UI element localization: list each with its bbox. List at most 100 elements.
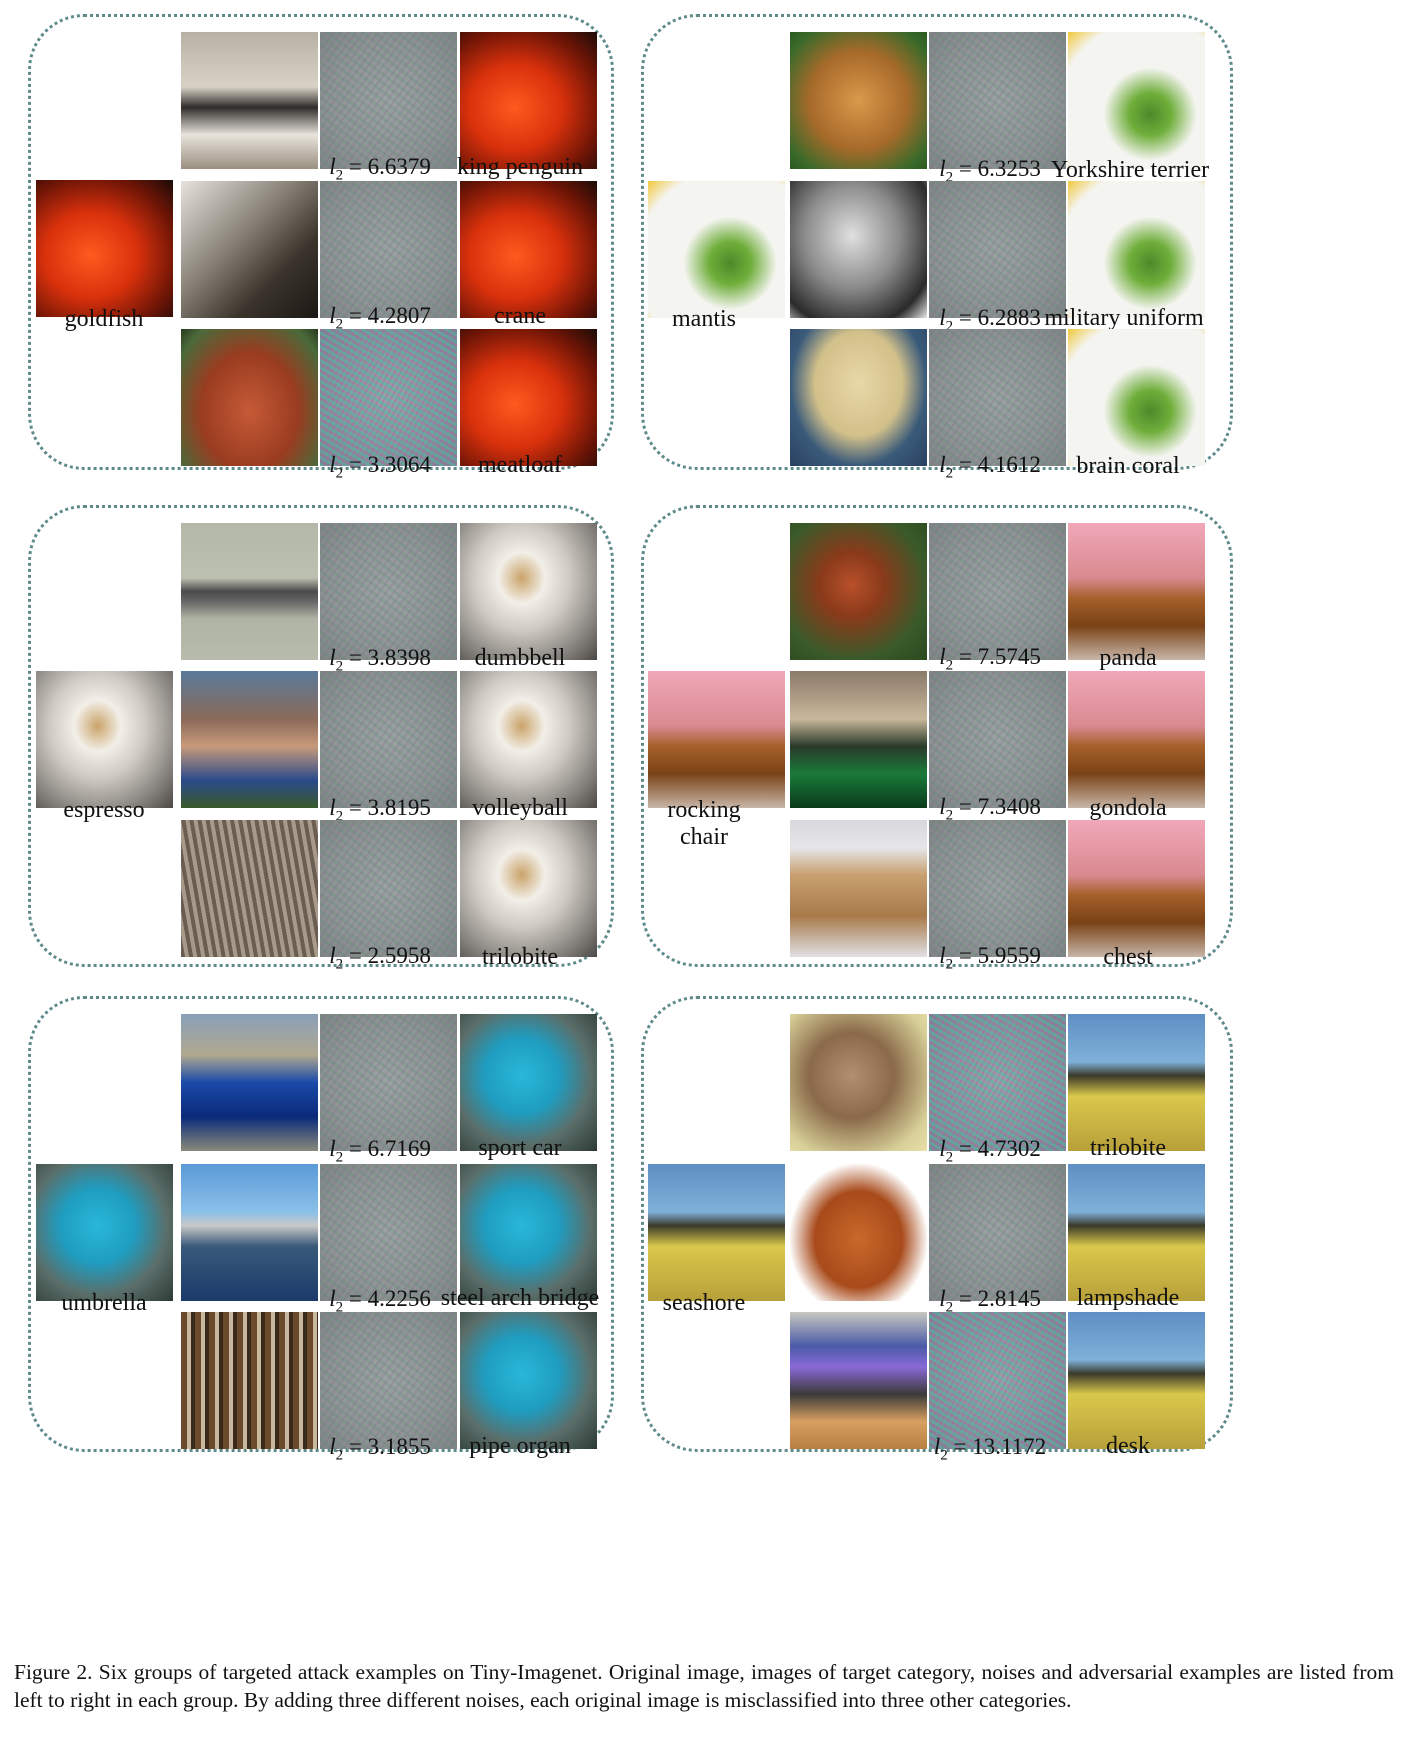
target-label: chest — [1038, 944, 1218, 970]
adversarial-image — [1068, 181, 1205, 318]
source-image-espresso — [36, 671, 173, 808]
source-image-goldfish — [36, 180, 173, 317]
noise-image — [320, 1312, 457, 1449]
noise-image — [320, 32, 457, 169]
target-category-image — [181, 1312, 318, 1449]
noise-image — [320, 671, 457, 808]
target-category-image — [790, 671, 927, 808]
target-category-image — [181, 671, 318, 808]
adversarial-image — [460, 329, 597, 466]
l2-value: 3.8195 — [368, 795, 431, 820]
target-category-image — [181, 32, 318, 169]
target-label: king penguin — [430, 154, 610, 180]
target-category-image — [790, 523, 927, 660]
target-label: gondola — [1038, 795, 1218, 821]
adversarial-image — [1068, 523, 1205, 660]
noise-image — [929, 671, 1066, 808]
noise-image — [929, 1164, 1066, 1301]
noise-image — [929, 329, 1066, 466]
target-label: military uniform — [1034, 305, 1214, 331]
target-label: panda — [1038, 645, 1218, 671]
target-category-image — [181, 181, 318, 318]
adversarial-image — [460, 181, 597, 318]
noise-image — [320, 1164, 457, 1301]
target-label: volleyball — [430, 795, 610, 821]
target-category-image — [790, 329, 927, 466]
noise-image — [320, 181, 457, 318]
adversarial-image — [460, 1164, 597, 1301]
l2-value: 7.3408 — [978, 794, 1041, 819]
source-image-seashore — [648, 1164, 785, 1301]
target-category-image — [181, 820, 318, 957]
l2-value: 2.8145 — [978, 1286, 1041, 1311]
l2-value: 13.1172 — [972, 1434, 1046, 1459]
l2-value: 4.7302 — [978, 1136, 1041, 1161]
l2-value: 3.1855 — [368, 1434, 431, 1459]
adversarial-image — [460, 1312, 597, 1449]
target-label: lampshade — [1038, 1285, 1218, 1311]
target-label: trilobite — [430, 944, 610, 970]
l2-value: 5.9559 — [978, 943, 1041, 968]
target-category-image — [790, 820, 927, 957]
adversarial-image — [1068, 329, 1205, 466]
noise-image — [929, 1312, 1066, 1449]
noise-image — [929, 523, 1066, 660]
target-category-image — [790, 1014, 927, 1151]
target-category-image — [181, 523, 318, 660]
l2-value: 3.8398 — [368, 645, 431, 670]
source-image-rocking-chair — [648, 671, 785, 808]
l2-value: 6.7169 — [368, 1136, 431, 1161]
target-category-image — [181, 1014, 318, 1151]
noise-image — [929, 32, 1066, 169]
target-category-image — [181, 329, 318, 466]
source-image-mantis — [648, 181, 785, 318]
l2-value: 6.3253 — [978, 156, 1041, 181]
source-label-line2: chair — [614, 824, 794, 850]
adversarial-image — [460, 671, 597, 808]
l2-value: 4.2807 — [368, 303, 431, 328]
source-label: goldfish — [14, 306, 194, 332]
target-label: brain coral — [1038, 453, 1218, 479]
adversarial-image — [1068, 671, 1205, 808]
target-label: pipe organ — [430, 1433, 610, 1459]
source-label: mantis — [614, 306, 794, 332]
target-label: steel arch bridge — [430, 1285, 610, 1311]
l2-value: 6.2883 — [978, 305, 1041, 330]
noise-image — [929, 181, 1066, 318]
noise-image — [320, 329, 457, 466]
l2-value: 7.5745 — [978, 644, 1041, 669]
adversarial-image — [1068, 32, 1205, 169]
adversarial-image — [460, 32, 597, 169]
adversarial-image — [1068, 1014, 1205, 1151]
target-category-image — [790, 181, 927, 318]
figure-caption: Figure 2. Six groups of targeted attack … — [14, 1658, 1394, 1714]
target-label: crane — [430, 303, 610, 329]
target-label: Yorkshire terrier — [1040, 157, 1220, 183]
target-category-image — [790, 32, 927, 169]
source-label: espresso — [14, 797, 194, 823]
adversarial-image — [460, 820, 597, 957]
l2-value: 2.5958 — [368, 943, 431, 968]
noise-image — [320, 523, 457, 660]
adversarial-image — [460, 523, 597, 660]
source-image-umbrella — [36, 1164, 173, 1301]
noise-image — [929, 820, 1066, 957]
target-label: desk — [1038, 1433, 1218, 1459]
noise-image — [320, 820, 457, 957]
l2-value: 4.2256 — [368, 1286, 431, 1311]
adversarial-image — [1068, 1164, 1205, 1301]
l2-value: 3.3064 — [368, 452, 431, 477]
source-label: seashore — [614, 1290, 794, 1316]
target-label: trilobite — [1038, 1135, 1218, 1161]
adversarial-image — [1068, 820, 1205, 957]
target-category-image — [790, 1164, 927, 1301]
target-label: dumbbell — [430, 645, 610, 671]
target-label: meatloaf — [430, 452, 610, 478]
l2-value: 6.6379 — [368, 154, 431, 179]
adversarial-image — [460, 1014, 597, 1151]
target-label: sport car — [430, 1135, 610, 1161]
source-label: umbrella — [14, 1290, 194, 1316]
l2-value: 4.1612 — [978, 452, 1041, 477]
target-category-image — [181, 1164, 318, 1301]
noise-image — [929, 1014, 1066, 1151]
